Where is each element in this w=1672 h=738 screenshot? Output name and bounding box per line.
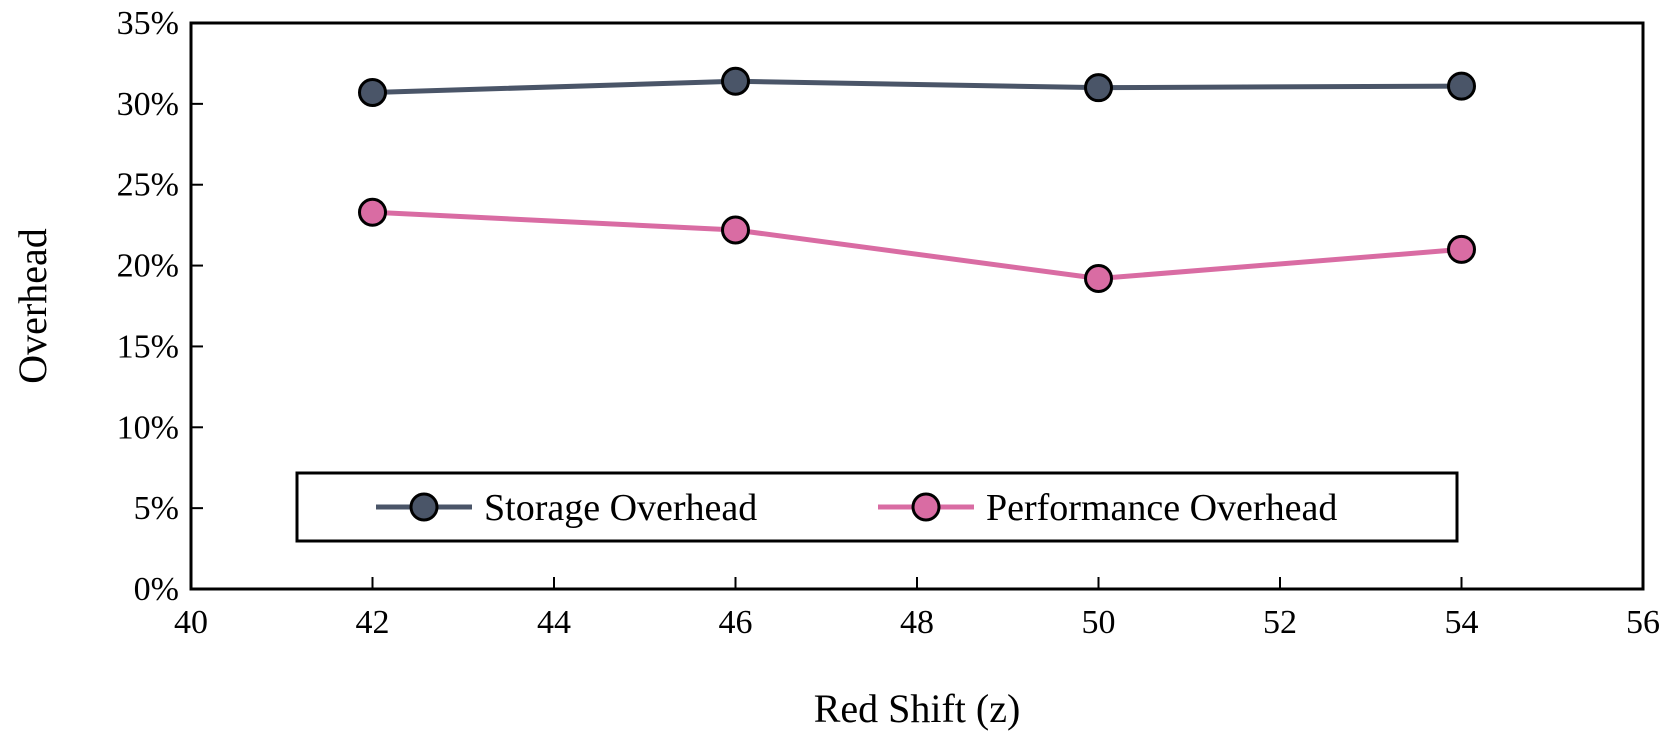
data-point-performance	[721, 215, 750, 245]
y-tick-label: 0%	[134, 571, 179, 608]
legend: Storage Overhead Performance Overhead	[295, 471, 1459, 543]
y-tick-label: 10%	[117, 409, 179, 446]
data-point-storage	[358, 78, 387, 108]
legend-swatch-marker-storage	[409, 492, 439, 522]
x-tick-label: 42	[356, 604, 390, 641]
data-point-storage	[1084, 73, 1113, 103]
legend-swatch-marker-performance	[911, 492, 941, 522]
x-tick-label: 44	[537, 604, 571, 641]
x-tick-label: 48	[900, 604, 934, 641]
series-line-performance	[372, 209, 1462, 282]
x-tick-label: 54	[1445, 604, 1479, 641]
data-point-storage	[721, 66, 750, 96]
y-axis: 0% 5% 10% 15% 20% 25% 30% 35%	[117, 5, 203, 608]
data-point-performance	[1447, 234, 1476, 264]
y-tick-label: 15%	[117, 328, 179, 365]
y-tick-label: 35%	[117, 5, 179, 42]
x-axis-title: Red Shift (z)	[814, 686, 1021, 731]
x-tick-label: 46	[719, 604, 753, 641]
legend-box	[295, 471, 1459, 543]
x-axis: 40 42 44 46 48 50 52 54 56	[174, 577, 1660, 641]
x-tick-label: 56	[1626, 604, 1660, 641]
y-tick-label: 30%	[117, 86, 179, 123]
y-tick-label: 5%	[134, 490, 179, 527]
data-point-performance	[1084, 264, 1113, 294]
y-tick-label: 25%	[117, 167, 179, 204]
data-point-performance	[358, 197, 387, 227]
legend-label-storage: Storage Overhead	[484, 487, 757, 529]
legend-label-performance: Performance Overhead	[986, 487, 1337, 529]
series-line-storage	[372, 78, 1462, 96]
y-axis-title: Overhead	[10, 228, 55, 383]
x-tick-label: 40	[174, 604, 208, 641]
x-tick-label: 50	[1082, 604, 1116, 641]
x-tick-label: 52	[1263, 604, 1297, 641]
data-point-storage	[1447, 71, 1476, 101]
series-layer	[358, 66, 1476, 294]
y-tick-label: 20%	[117, 248, 179, 285]
